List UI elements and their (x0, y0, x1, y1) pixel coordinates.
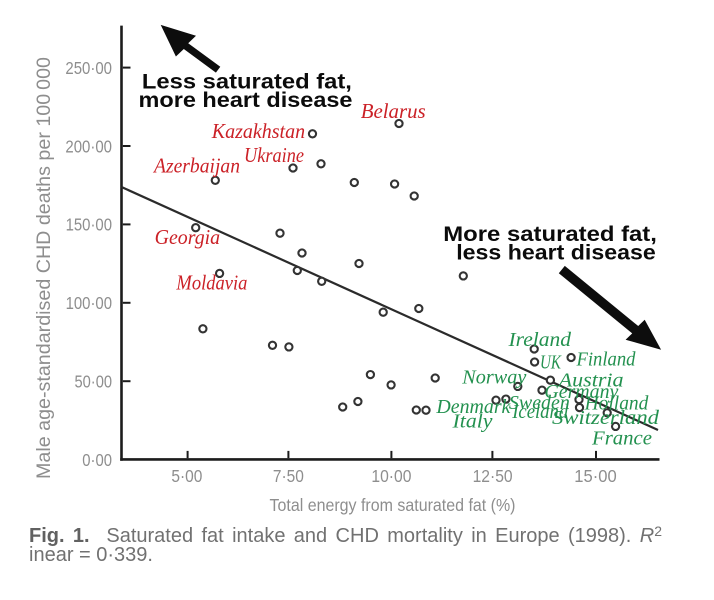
svg-text:Norway: Norway (461, 368, 526, 389)
svg-text:250·00: 250·00 (65, 58, 112, 78)
svg-text:5·00: 5·00 (171, 466, 202, 486)
svg-text:50·00: 50·00 (75, 372, 113, 392)
svg-text:UK: UK (540, 352, 562, 373)
svg-text:Italy: Italy (451, 412, 493, 433)
svg-text:More saturated fat,: More saturated fat, (443, 223, 657, 246)
svg-text:Ukraine: Ukraine (244, 143, 304, 167)
svg-text:Georgia: Georgia (155, 225, 221, 249)
svg-text:0·00: 0·00 (82, 450, 112, 470)
svg-text:Less saturated fat,: Less saturated fat, (142, 70, 352, 93)
svg-text:Belarus: Belarus (361, 99, 426, 123)
svg-text:Holland: Holland (584, 394, 649, 415)
svg-text:10·00: 10·00 (371, 466, 411, 486)
svg-text:Sweden: Sweden (509, 393, 570, 414)
svg-text:more heart disease: more heart disease (139, 89, 353, 112)
svg-text:7·50: 7·50 (273, 466, 304, 486)
svg-text:Germany: Germany (544, 382, 618, 403)
svg-text:less heart disease: less heart disease (456, 241, 656, 264)
svg-text:France: France (591, 429, 652, 450)
svg-text:12·50: 12·50 (473, 466, 513, 486)
svg-text:Moldavia: Moldavia (176, 271, 248, 295)
svg-text:Switzerland: Switzerland (552, 408, 659, 429)
svg-text:Denmark: Denmark (435, 397, 510, 418)
svg-text:200·00: 200·00 (65, 136, 112, 156)
svg-text:Kazakhstan: Kazakhstan (211, 119, 305, 143)
svg-text:Iceland: Iceland (511, 402, 568, 423)
svg-text:150·00: 150·00 (66, 215, 113, 235)
svg-text:Male age-standardised CHD deat: Male age-standardised CHD deaths per 100… (34, 57, 55, 479)
svg-text:Finland: Finland (576, 350, 636, 371)
svg-text:Total energy from saturated fa: Total energy from saturated fat (%) (270, 495, 516, 515)
svg-text:Austria: Austria (556, 371, 624, 392)
svg-text:Azerbaijan: Azerbaijan (152, 154, 240, 178)
svg-text:15·00: 15·00 (574, 466, 617, 486)
svg-text:Ireland: Ireland (507, 330, 571, 351)
svg-text:100·00: 100·00 (66, 293, 113, 313)
